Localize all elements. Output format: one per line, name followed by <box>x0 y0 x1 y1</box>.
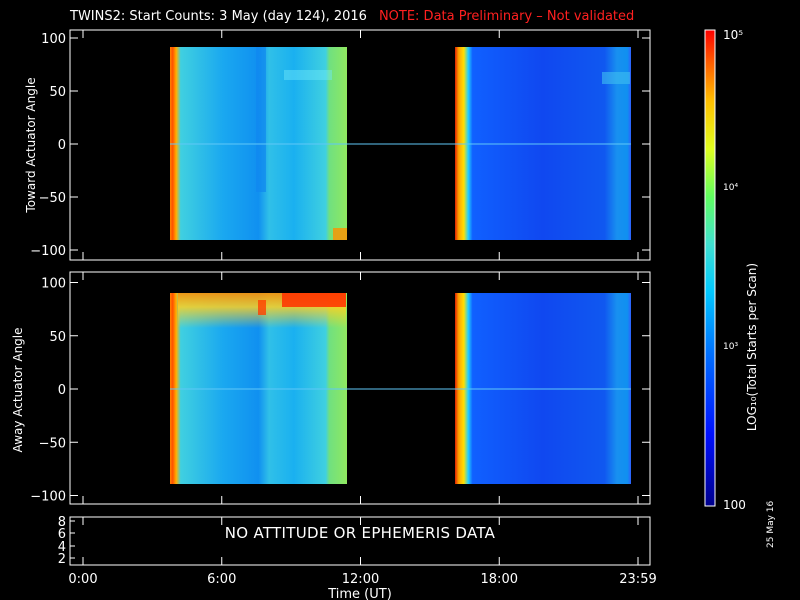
bottom-ytick-label: 0 <box>58 383 66 398</box>
colorbar-tick-label: 10³ <box>723 342 738 352</box>
bottom-ytick-label: −50 <box>39 436 66 451</box>
bottom-ytick-label: 50 <box>49 330 66 345</box>
away-red-block <box>282 293 346 307</box>
xtick-label: 0:00 <box>68 572 97 587</box>
top-ytick-label: −50 <box>39 191 66 206</box>
colorbar-tick-label: 10⁵ <box>723 28 743 42</box>
attitude-ytick-label: 2 <box>58 552 66 567</box>
top-ytick-label: −100 <box>30 244 66 259</box>
chart-title-bar: TWINS2: Start Counts: 3 May (day 124), 2… <box>70 9 634 24</box>
top-ylabel: Toward Actuator Angle <box>24 77 38 213</box>
attitude-ytick-label: 6 <box>58 527 66 542</box>
top-ytick-label: 50 <box>49 85 66 100</box>
top-bright-band <box>284 70 332 80</box>
attitude-ytick-label: 8 <box>58 515 66 530</box>
creation-date: 25 May 16 <box>766 500 776 548</box>
colorbar-label: LOG₁₀(Total Starts per Scan) <box>745 262 759 432</box>
colorbar: 10⁵ 10⁴ 10³ 100 <box>704 28 746 512</box>
top-ytick-label: 100 <box>41 32 66 47</box>
away-red-spot <box>258 300 266 315</box>
xaxis-label: Time (UT) <box>327 587 392 600</box>
top-corner-feature <box>333 228 347 240</box>
xtick-label: 12:00 <box>342 572 379 587</box>
bottom-ytick-label: −100 <box>30 490 66 505</box>
colorbar-ramp <box>704 29 716 507</box>
top-panel: Toward Actuator Angle <box>24 29 651 261</box>
top-late-feature <box>602 72 630 84</box>
xtick-label: 6:00 <box>207 572 236 587</box>
top-ytick-label: 0 <box>58 138 66 153</box>
bottom-ylabel: Away Actuator Angle <box>11 327 25 452</box>
xtick-label: 23:59 <box>619 572 656 587</box>
attitude-ytick-label: 4 <box>58 540 66 555</box>
no-data-message: NO ATTITUDE OR EPHEMERIS DATA <box>224 524 496 542</box>
bottom-ytick-label: 100 <box>41 277 66 292</box>
preliminary-note: NOTE: Data Preliminary – Not validated <box>378 9 635 24</box>
xtick-label: 18:00 <box>481 572 518 587</box>
bottom-panel: Away Actuator Angle <box>11 271 651 505</box>
top-streak <box>256 47 266 192</box>
colorbar-tick-label: 100 <box>723 498 746 512</box>
chart-title: TWINS2: Start Counts: 3 May (day 124), 2… <box>70 9 367 24</box>
colorbar-tick-label: 10⁴ <box>723 183 738 193</box>
